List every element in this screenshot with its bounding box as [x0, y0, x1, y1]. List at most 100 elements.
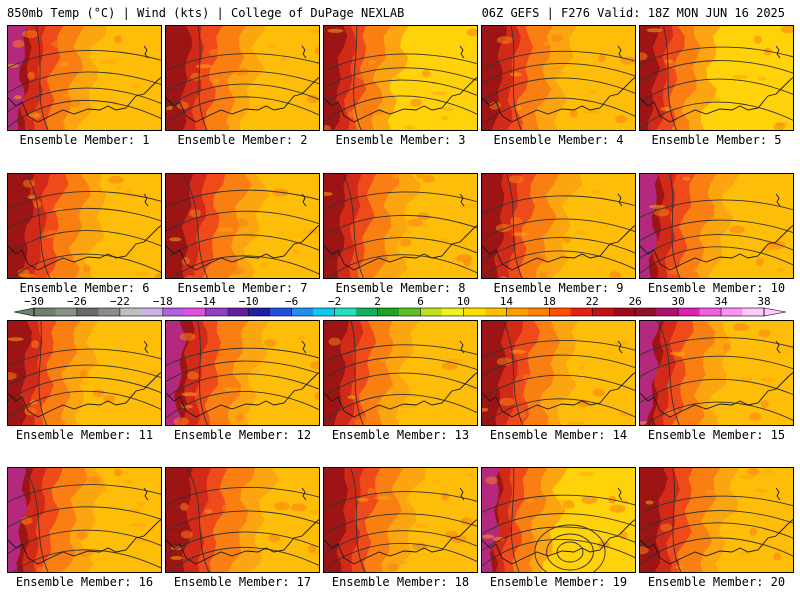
colorbar-tick-label: 22: [585, 295, 599, 308]
colorbar-tick-label: −10: [238, 295, 259, 308]
colorbar-swatch: [678, 308, 700, 316]
colorbar-swatch: [184, 308, 207, 316]
member-caption: Ensemble Member: 8: [335, 281, 466, 295]
colorbar-tick-label: 38: [757, 295, 771, 308]
member-caption: Ensemble Member: 14: [489, 428, 628, 442]
member-caption: Ensemble Member: 15: [647, 428, 786, 442]
temperature-field: [8, 321, 161, 425]
colorbar-swatch: [34, 308, 56, 316]
colorbar-swatch: [399, 308, 421, 316]
colorbar-swatch: [506, 308, 529, 316]
temperature-map: [639, 173, 794, 279]
colorbar-tick-label: −26: [66, 295, 87, 308]
colorbar-swatch: [570, 308, 593, 316]
colorbar-swatch: [721, 308, 743, 316]
colorbar-swatch: [484, 308, 507, 316]
coastline: [482, 225, 635, 271]
ensemble-member-panel: Ensemble Member: 17: [165, 467, 320, 589]
ensemble-member-panel: Ensemble Member: 4: [481, 25, 636, 147]
colorbar-right-arrow: [763, 307, 787, 317]
colorbar-tick-label: 18: [542, 295, 556, 308]
temperature-field: [166, 321, 319, 425]
ensemble-member-panel: Ensemble Member: 14: [481, 320, 636, 442]
colorbar-swatch: [119, 308, 142, 316]
temperature-map: [165, 320, 320, 426]
coastline: [166, 372, 319, 418]
temperature-map: [639, 25, 794, 131]
colorbar-swatch: [162, 308, 185, 316]
member-caption: Ensemble Member: 18: [331, 575, 470, 589]
temperature-map: [323, 320, 478, 426]
member-caption: Ensemble Member: 9: [493, 281, 624, 295]
colorbar-swatch: [291, 308, 314, 316]
temperature-map: [323, 25, 478, 131]
coastline: [166, 519, 319, 565]
member-caption: Ensemble Member: 2: [177, 133, 308, 147]
ensemble-member-panel: Ensemble Member: 20: [639, 467, 794, 589]
temperature-map: [323, 173, 478, 279]
colorbar-tick-label: 10: [456, 295, 471, 308]
temperature-field: [8, 468, 161, 572]
colorbar-tick-label: −18: [152, 295, 173, 308]
ensemble-member-panel: Ensemble Member: 5: [639, 25, 794, 147]
temperature-field: [166, 174, 319, 278]
temperature-field: [482, 174, 635, 278]
colorbar-swatch: [205, 308, 228, 316]
colorbar-swatch: [270, 308, 292, 316]
colorbar-tick-label: −6: [284, 295, 299, 308]
coastline: [8, 519, 161, 565]
colorbar-tick-label: −2: [327, 295, 342, 308]
ensemble-member-panel: Ensemble Member: 6: [7, 173, 162, 295]
member-caption: Ensemble Member: 11: [15, 428, 154, 442]
ensemble-member-panel: Ensemble Member: 11: [7, 320, 162, 442]
member-caption: Ensemble Member: 12: [173, 428, 312, 442]
temperature-map: [481, 25, 636, 131]
colorbar-swatch: [527, 308, 550, 316]
temperature-field: [324, 26, 477, 130]
temperature-field: [482, 321, 635, 425]
temperature-map: [7, 467, 162, 573]
temperature-map: [481, 173, 636, 279]
member-caption: Ensemble Member: 5: [651, 133, 782, 147]
ensemble-member-panel: Ensemble Member: 19: [481, 467, 636, 589]
colorbar-swatch: [699, 308, 722, 316]
temperature-field: [640, 468, 793, 572]
coastline: [324, 225, 477, 271]
colorbar-swatch: [248, 308, 271, 316]
colorbar-swatch: [356, 308, 378, 316]
temperature-field: [482, 468, 635, 572]
colorbar-tick-label: −22: [109, 295, 130, 308]
temperature-field: [640, 26, 793, 130]
colorbar-swatch: [549, 308, 572, 316]
colorbar-tick-label: −30: [24, 295, 44, 308]
colorbar-tick-label: 6: [417, 295, 424, 308]
coastline: [482, 77, 635, 123]
ensemble-member-panel: Ensemble Member: 15: [639, 320, 794, 442]
ensemble-member-panel: Ensemble Member: 1: [7, 25, 162, 147]
colorbar-swatch: [377, 308, 400, 316]
coastline: [324, 519, 477, 565]
colorbar-swatch: [420, 308, 443, 316]
colorbar-swatch: [613, 308, 636, 316]
member-caption: Ensemble Member: 16: [15, 575, 154, 589]
temperature-field: [324, 468, 477, 572]
temperature-map: [481, 467, 636, 573]
temperature-map: [481, 320, 636, 426]
coastline: [640, 77, 793, 123]
temperature-map: [7, 25, 162, 131]
colorbar-swatch: [742, 308, 765, 316]
coastline: [324, 372, 477, 418]
temperature-field: [166, 468, 319, 572]
ensemble-member-panel: Ensemble Member: 12: [165, 320, 320, 442]
temperature-map: [639, 467, 794, 573]
member-caption: Ensemble Member: 17: [173, 575, 312, 589]
colorbar-swatch: [313, 308, 335, 316]
colorbar-swatch: [98, 308, 121, 316]
colorbar-swatch: [76, 308, 99, 316]
colorbar-swatch: [635, 308, 657, 316]
temperature-map: [639, 320, 794, 426]
member-caption: Ensemble Member: 4: [493, 133, 624, 147]
coastline: [482, 519, 635, 565]
ensemble-member-panel: Ensemble Member: 3: [323, 25, 478, 147]
